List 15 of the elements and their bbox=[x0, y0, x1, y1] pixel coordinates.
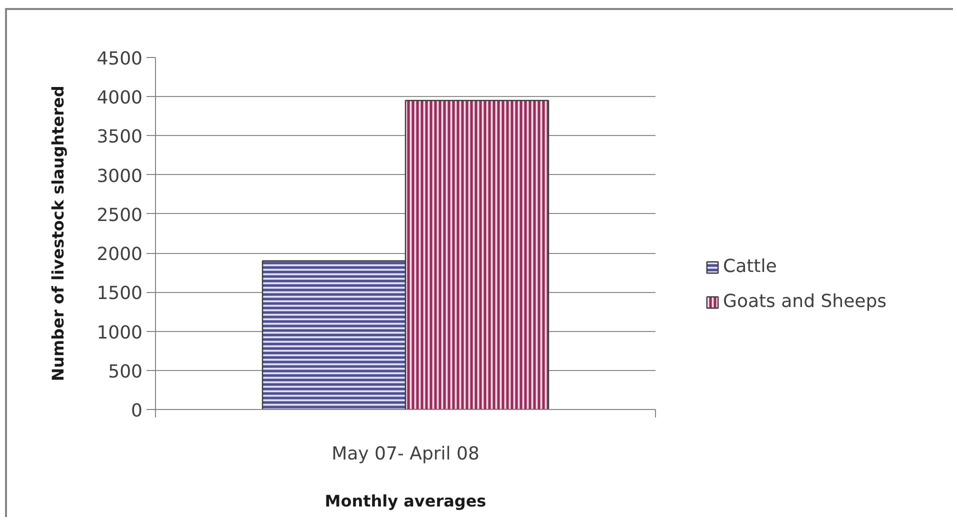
y-tick-label: 2500 bbox=[96, 204, 143, 226]
legend-label: Goats and Sheeps bbox=[723, 291, 887, 312]
y-tick-label: 2000 bbox=[96, 244, 143, 266]
y-tick-label: 1500 bbox=[96, 283, 143, 304]
legend-label: Cattle bbox=[723, 256, 777, 277]
x-axis-title: Monthly averages bbox=[324, 492, 486, 510]
y-tick-label: 3000 bbox=[96, 166, 143, 187]
y-tick-label: 3500 bbox=[96, 126, 143, 148]
y-tick-label: 4500 bbox=[96, 48, 143, 70]
x-tick-label: May 07- April 08 bbox=[332, 444, 480, 464]
y-tick-label: 0 bbox=[131, 400, 142, 422]
y-axis-title: Number of livestock slaughtered bbox=[48, 86, 68, 382]
y-tick-label: 500 bbox=[108, 361, 143, 382]
y-tick-label: 1000 bbox=[96, 322, 143, 344]
y-tick-label: 4000 bbox=[96, 88, 143, 109]
